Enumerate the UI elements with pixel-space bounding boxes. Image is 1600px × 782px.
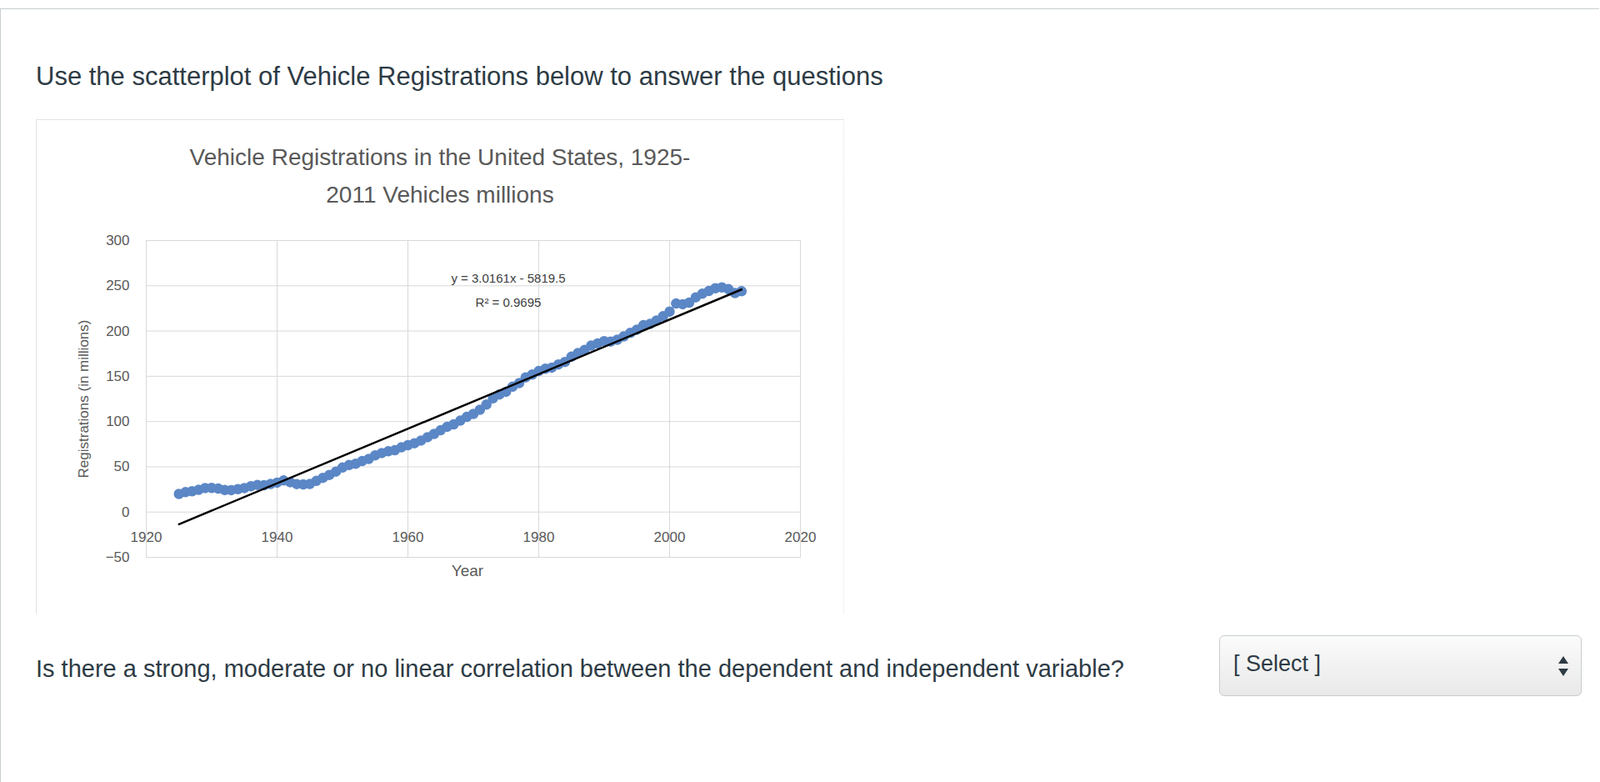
svg-text:1940: 1940 [261,529,294,545]
svg-text:1960: 1960 [392,529,425,545]
svg-text:R² = 0.9695: R² = 0.9695 [475,295,542,310]
svg-text:0: 0 [121,504,130,520]
svg-text:y = 3.0161x - 5819.5: y = 3.0161x - 5819.5 [450,270,565,285]
svg-text:2000: 2000 [654,529,686,545]
svg-text:50: 50 [114,458,130,475]
html-text:Year: Year [451,561,484,580]
svg-text:250: 250 [105,277,130,294]
svg-text:1920: 1920 [130,529,163,545]
svg-text:300: 300 [105,232,130,249]
svg-text:100: 100 [105,413,130,430]
html-text:Vehicle Registrations in the U: Vehicle Registrations in the United Stat… [189,144,691,208]
svg-text:150: 150 [105,368,130,385]
html-text:[ Select ]: [ Select ] [1233,650,1321,676]
svg-text:2020: 2020 [785,529,817,545]
svg-text:Registrations (in millions): Registrations (in millions) [75,320,92,479]
svg-text:200: 200 [105,323,130,340]
html-text:Use the scatterplot of Vehicle: Use the scatterplot of Vehicle Registrat… [35,61,884,91]
svg-text:1980: 1980 [523,529,555,545]
svg-text:−50: −50 [105,549,130,565]
html-text:Is there a strong, moderate or: Is there a strong, moderate or no linear… [35,655,1125,682]
